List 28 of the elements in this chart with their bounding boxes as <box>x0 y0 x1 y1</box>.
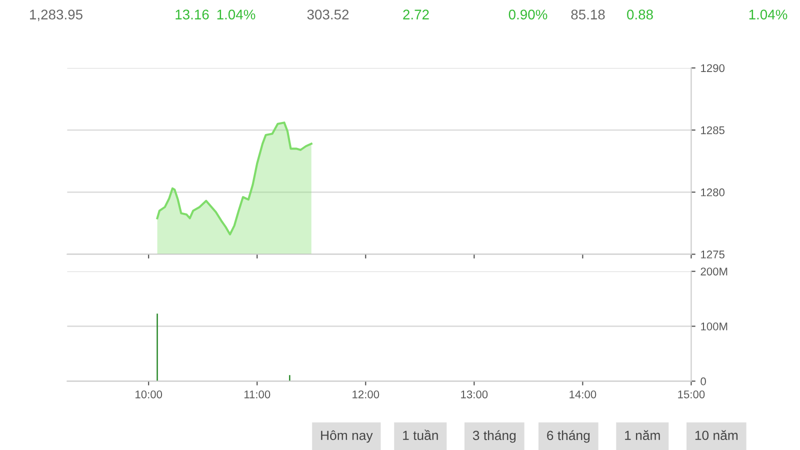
x-tick-label: 10:00 <box>136 390 162 398</box>
x-tick-label: 11:00 <box>244 390 270 398</box>
text: 13.16 <box>176 10 209 20</box>
y-tick-label: 1280 <box>701 188 725 196</box>
text: 85.18 <box>571 10 605 20</box>
text: Hôm nay <box>321 430 373 443</box>
y-tick-label: 200M <box>700 268 728 276</box>
text: 2.72 <box>403 10 429 20</box>
x-tick-label: 13:00 <box>461 390 488 398</box>
text: 0.88 <box>627 10 653 20</box>
x-tick-label: 15:00 <box>678 390 705 398</box>
y-tick-label: 0 <box>700 377 706 386</box>
text: 0.90% <box>508 10 548 20</box>
text: 6 tháng <box>547 430 590 443</box>
text: 303.52 <box>307 10 349 20</box>
text: 1.04% <box>749 10 788 20</box>
x-tick-label: 12:00 <box>352 390 380 398</box>
y-tick-label: 100M <box>701 322 728 330</box>
text: 1.04% <box>217 10 256 20</box>
y-tick-label: 1290 <box>701 64 725 72</box>
text: 10 năm <box>695 430 738 440</box>
text: 3 tháng <box>472 430 516 443</box>
y-tick-label: 1285 <box>701 126 724 134</box>
text: 1 tuần <box>403 430 438 440</box>
text: 1,283.95 <box>30 10 82 22</box>
y-tick-label: 1275 <box>701 250 724 258</box>
text: 1 năm <box>625 430 660 440</box>
x-tick-label: 14:00 <box>570 390 596 398</box>
